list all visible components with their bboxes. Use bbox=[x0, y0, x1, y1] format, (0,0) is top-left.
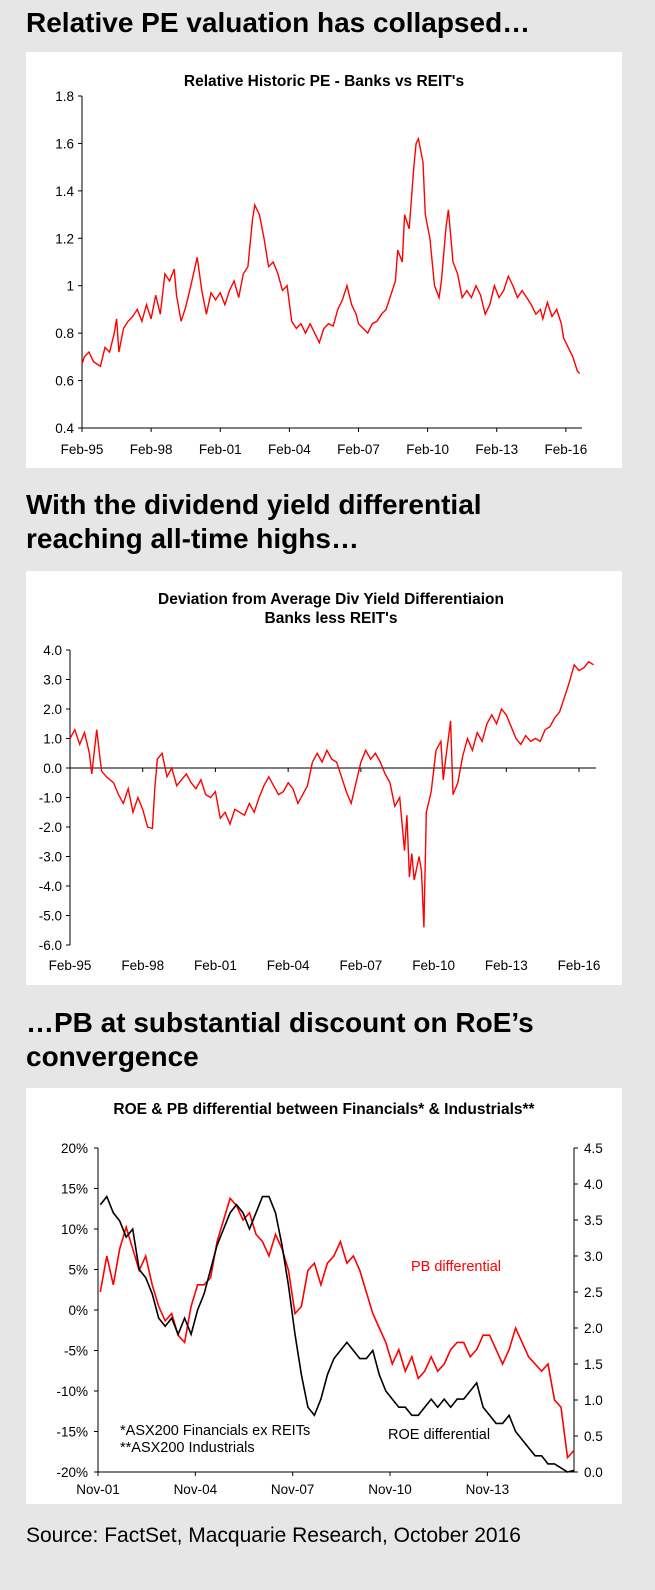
right-y-tick-label: 1.5 bbox=[584, 1357, 603, 1372]
heading-pb-roe: …PB at substantial discount on RoE’s con… bbox=[26, 1006, 534, 1074]
y-tick-label: 4.0 bbox=[43, 643, 62, 658]
y-tick-label: -6.0 bbox=[39, 938, 62, 953]
chart-div-yield-title-line2: Banks less REIT's bbox=[265, 610, 398, 627]
x-tick-label: Feb-95 bbox=[49, 958, 92, 973]
x-tick-label: Feb-07 bbox=[337, 442, 380, 457]
x-tick-label: Feb-10 bbox=[406, 442, 449, 457]
x-tick-label: Nov-04 bbox=[174, 1482, 218, 1497]
x-tick-label: Feb-13 bbox=[475, 442, 518, 457]
left-y-tick-label: 0% bbox=[68, 1303, 88, 1318]
x-tick-label: Feb-10 bbox=[412, 958, 455, 973]
div-yield-series-line bbox=[69, 660, 594, 928]
chart-pe-svg: Relative Historic PE - Banks vs REIT's 0… bbox=[55, 73, 587, 457]
right-y-tick-label: 0.0 bbox=[584, 1465, 603, 1480]
left-y-tick-label: 20% bbox=[61, 1141, 88, 1156]
heading-div-yield-line2: reaching all-time highs… bbox=[26, 523, 359, 554]
x-tick-label: Feb-16 bbox=[544, 442, 587, 457]
y-tick-label: 0.0 bbox=[43, 761, 62, 776]
x-tick-label: Nov-01 bbox=[76, 1482, 120, 1497]
x-tick-label: Feb-07 bbox=[339, 958, 382, 973]
right-y-tick-label: 1.0 bbox=[584, 1393, 603, 1408]
chart-div-yield-svg: Deviation from Average Div Yield Differe… bbox=[39, 591, 601, 973]
y-tick-label: 3.0 bbox=[43, 673, 62, 688]
y-tick-label: 1.8 bbox=[55, 89, 74, 104]
right-y-tick-label: 3.5 bbox=[584, 1213, 603, 1228]
chart-pb-roe-title: ROE & PB differential between Financials… bbox=[113, 1101, 535, 1118]
y-tick-label: -5.0 bbox=[39, 909, 62, 924]
y-tick-label: 0.8 bbox=[55, 326, 74, 341]
y-tick-label: 1.0 bbox=[43, 732, 62, 747]
roe-differential-label: ROE differential bbox=[388, 1427, 490, 1443]
x-tick-label: Feb-04 bbox=[267, 958, 310, 973]
right-y-tick-label: 4.5 bbox=[584, 1141, 603, 1156]
source-note: Source: FactSet, Macquarie Research, Oct… bbox=[26, 1524, 521, 1547]
left-y-tick-label: -15% bbox=[56, 1425, 88, 1440]
x-tick-label: Feb-98 bbox=[121, 958, 164, 973]
left-y-tick-label: -20% bbox=[56, 1465, 88, 1480]
chart-panel-pb-roe: ROE & PB differential between Financials… bbox=[26, 1088, 622, 1504]
x-tick-label: Nov-13 bbox=[466, 1482, 510, 1497]
chart-panel-pe: Relative Historic PE - Banks vs REIT's 0… bbox=[26, 52, 622, 468]
x-tick-label: Feb-16 bbox=[558, 958, 601, 973]
left-y-tick-label: 10% bbox=[61, 1222, 88, 1237]
y-tick-label: 1.2 bbox=[55, 231, 74, 246]
x-tick-label: Feb-13 bbox=[485, 958, 528, 973]
x-tick-label: Feb-95 bbox=[61, 442, 104, 457]
footnote-financials: *ASX200 Financials ex REITs bbox=[120, 1423, 310, 1439]
y-tick-label: 1.4 bbox=[55, 184, 74, 199]
right-y-tick-label: 0.5 bbox=[584, 1429, 603, 1444]
chart-pb-roe-svg: ROE & PB differential between Financials… bbox=[56, 1101, 603, 1497]
x-tick-label: Feb-04 bbox=[268, 442, 311, 457]
y-tick-label: 2.0 bbox=[43, 702, 62, 717]
x-tick-label: Nov-10 bbox=[368, 1482, 412, 1497]
pe-series-line bbox=[81, 136, 581, 374]
y-tick-label: 1 bbox=[66, 279, 74, 294]
y-tick-label: 0.4 bbox=[55, 421, 74, 436]
chart-div-yield-title-line1: Deviation from Average Div Yield Differe… bbox=[158, 591, 504, 608]
x-tick-label: Feb-01 bbox=[194, 958, 237, 973]
right-y-tick-label: 3.0 bbox=[584, 1249, 603, 1264]
chart-pe-title: Relative Historic PE - Banks vs REIT's bbox=[184, 73, 464, 90]
heading-div-yield: With the dividend yield differential rea… bbox=[26, 488, 482, 556]
y-tick-label: 0.6 bbox=[55, 374, 74, 389]
right-y-tick-label: 4.0 bbox=[584, 1177, 603, 1192]
left-y-tick-label: 5% bbox=[68, 1263, 88, 1278]
footnote-industrials: **ASX200 Industrials bbox=[120, 1440, 255, 1456]
x-tick-label: Feb-01 bbox=[199, 442, 242, 457]
heading-div-yield-line1: With the dividend yield differential bbox=[26, 489, 482, 520]
roe-differential-line bbox=[99, 1195, 575, 1473]
y-tick-label: -3.0 bbox=[39, 850, 62, 865]
heading-pb-roe-line2: convergence bbox=[26, 1041, 199, 1072]
chart-panel-div-yield: Deviation from Average Div Yield Differe… bbox=[26, 571, 622, 985]
right-y-tick-label: 2.5 bbox=[584, 1285, 603, 1300]
y-tick-label: 1.6 bbox=[55, 136, 74, 151]
y-tick-label: -2.0 bbox=[39, 820, 62, 835]
pb-differential-line bbox=[99, 1196, 575, 1460]
x-tick-label: Nov-07 bbox=[271, 1482, 315, 1497]
heading-pe: Relative PE valuation has collapsed… bbox=[26, 7, 531, 38]
heading-pb-roe-line1: …PB at substantial discount on RoE’s bbox=[26, 1007, 534, 1038]
x-tick-label: Feb-98 bbox=[130, 442, 173, 457]
y-tick-label: -4.0 bbox=[39, 879, 62, 894]
left-y-tick-label: 15% bbox=[61, 1182, 88, 1197]
pb-differential-label: PB differential bbox=[411, 1259, 501, 1275]
left-y-tick-label: -10% bbox=[56, 1384, 88, 1399]
right-y-tick-label: 2.0 bbox=[584, 1321, 603, 1336]
y-tick-label: -1.0 bbox=[39, 791, 62, 806]
left-y-tick-label: -5% bbox=[64, 1344, 88, 1359]
